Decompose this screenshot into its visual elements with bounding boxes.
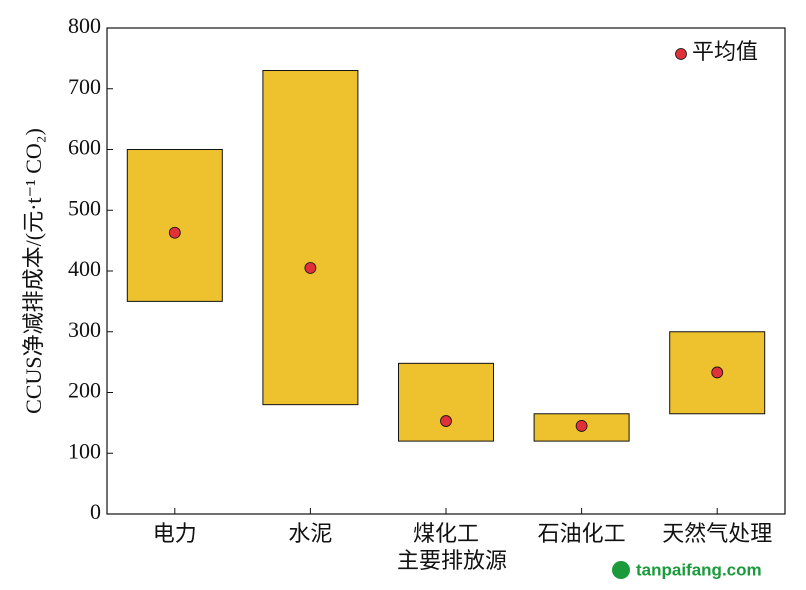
y-tick-label: 700 bbox=[68, 74, 101, 99]
watermark: tanpaifang.com bbox=[636, 560, 762, 579]
range-bar bbox=[398, 362, 494, 442]
legend-marker bbox=[675, 48, 687, 60]
range-bar bbox=[262, 70, 359, 406]
x-tick-label: 煤化工 bbox=[413, 521, 479, 546]
x-tick-label: 石油化工 bbox=[538, 521, 626, 546]
y-tick-label: 0 bbox=[90, 499, 101, 524]
y-axis-label: CCUS净减排成本/(元·t⁻¹ CO₂) bbox=[21, 128, 46, 414]
mean-marker bbox=[440, 415, 452, 427]
y-tick-label: 300 bbox=[68, 317, 101, 342]
x-tick-label: 电力 bbox=[153, 521, 197, 546]
y-tick-label: 400 bbox=[68, 256, 101, 281]
y-tick-label: 800 bbox=[68, 13, 101, 38]
y-tick-label: 200 bbox=[68, 378, 101, 403]
y-tick-label: 500 bbox=[68, 195, 101, 220]
mean-marker bbox=[711, 366, 724, 379]
legend-label: 平均值 bbox=[692, 39, 758, 64]
x-tick-label: 天然气处理 bbox=[662, 521, 772, 546]
mean-marker bbox=[575, 420, 588, 432]
x-axis-label: 主要排放源 bbox=[397, 548, 507, 573]
watermark-logo bbox=[612, 561, 630, 579]
range-bar bbox=[126, 149, 223, 302]
y-tick-label: 600 bbox=[68, 135, 101, 160]
mean-marker bbox=[168, 226, 181, 239]
x-tick-label: 水泥 bbox=[288, 521, 332, 546]
y-tick-label: 100 bbox=[68, 438, 101, 463]
mean-marker bbox=[304, 262, 317, 274]
